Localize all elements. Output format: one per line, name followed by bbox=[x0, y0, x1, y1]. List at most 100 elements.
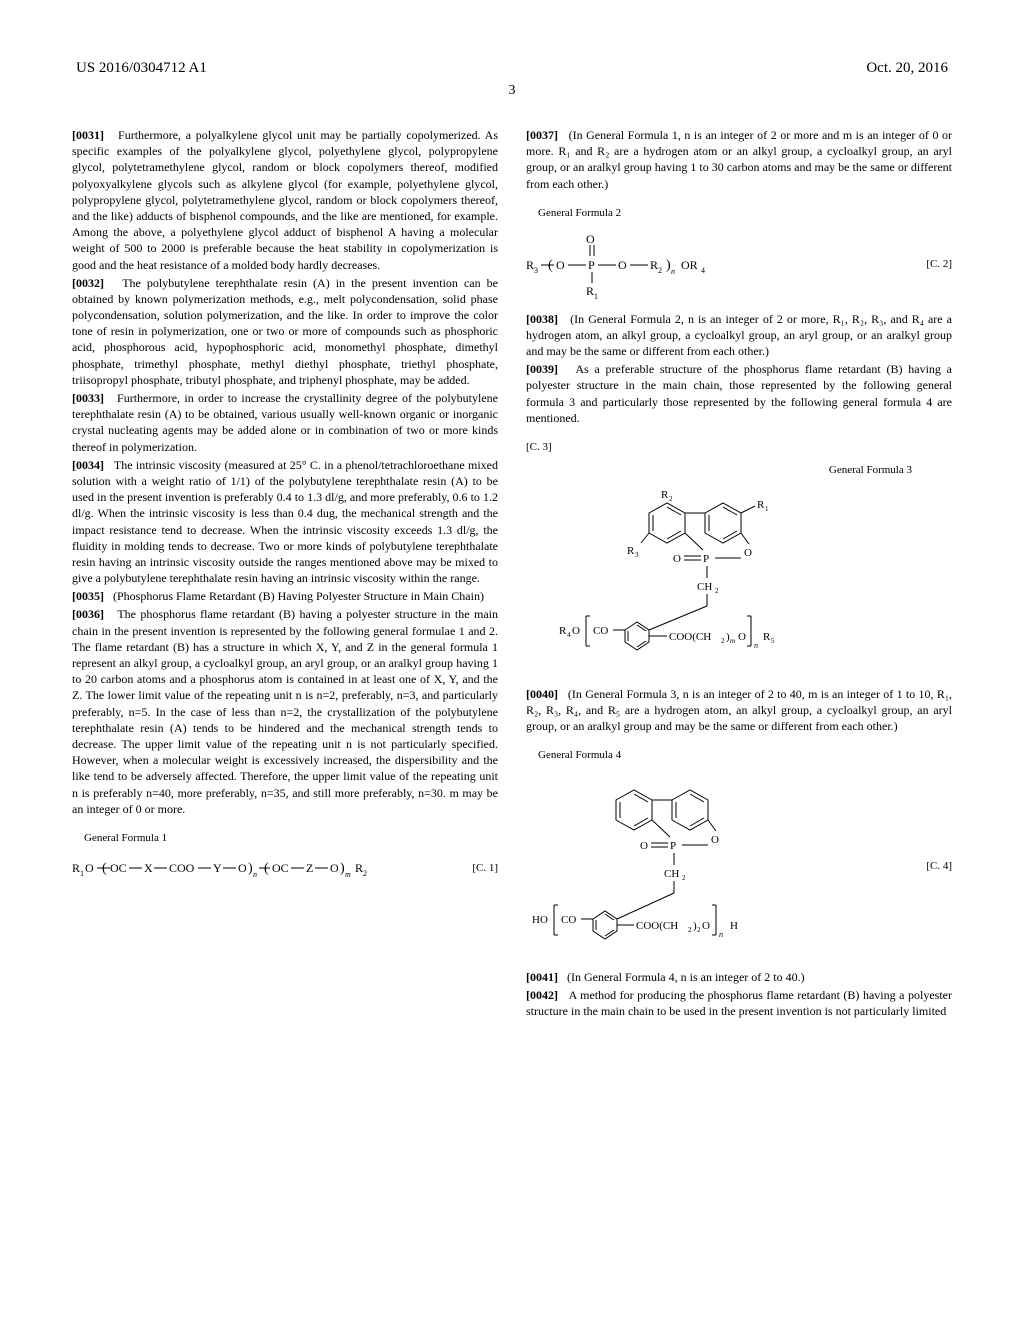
svg-text:R: R bbox=[627, 545, 635, 557]
general-formula-4-svg: O P O CH 2 HO bbox=[526, 771, 826, 961]
svg-text:P: P bbox=[588, 258, 595, 272]
paragraph-0041: [0041] (In General Formula 4, n is an in… bbox=[526, 969, 952, 985]
svg-text:R: R bbox=[661, 489, 669, 501]
general-formula-1-svg: R 1 O ( OC X COO Y O ) n bbox=[72, 854, 392, 884]
formula-1-row: R 1 O ( OC X COO Y O ) n bbox=[72, 854, 498, 884]
para-num: [0039] bbox=[526, 362, 558, 376]
c4-label: [C. 4] bbox=[926, 859, 952, 874]
text-columns: [0031] Furthermore, a polyalkylene glyco… bbox=[72, 127, 952, 1022]
svg-text:O: O bbox=[572, 625, 580, 637]
svg-text:OC: OC bbox=[110, 861, 127, 875]
svg-text:P: P bbox=[703, 553, 709, 565]
publication-date: Oct. 20, 2016 bbox=[866, 60, 948, 77]
general-formula-3-label: General Formula 3 bbox=[526, 463, 912, 478]
svg-text:Z: Z bbox=[306, 861, 313, 875]
paragraph-0033: [0033] Furthermore, in order to increase… bbox=[72, 390, 498, 455]
para-num: [0037] bbox=[526, 128, 558, 142]
para-text: The polybutylene terephthalate resin (A)… bbox=[72, 276, 498, 387]
svg-text:R: R bbox=[72, 861, 80, 875]
svg-text:CO: CO bbox=[561, 914, 576, 926]
paragraph-0039: [0039] As a preferable structure of the … bbox=[526, 361, 952, 426]
para-text: (In General Formula 2, n is an integer o… bbox=[526, 312, 952, 358]
paragraph-0037: [0037] (In General Formula 1, n is an in… bbox=[526, 127, 952, 192]
formula-2-row: R 3 ( O P O R 1 O bbox=[526, 229, 952, 301]
para-num: [0041] bbox=[526, 970, 558, 984]
svg-text:OR: OR bbox=[681, 258, 698, 272]
svg-text:O: O bbox=[238, 861, 247, 875]
left-column: [0031] Furthermore, a polyalkylene glyco… bbox=[72, 127, 498, 1022]
svg-text:n: n bbox=[253, 870, 257, 879]
c1-label: [C. 1] bbox=[472, 861, 498, 876]
svg-text:O: O bbox=[673, 553, 681, 565]
para-num: [0032] bbox=[72, 276, 104, 290]
para-text: (In General Formula 4, n is an integer o… bbox=[567, 970, 805, 984]
para-text: (In General Formula 1, n is an integer o… bbox=[526, 128, 952, 191]
svg-text:O: O bbox=[744, 547, 752, 559]
paragraph-0034: [0034] The intrinsic viscosity (measured… bbox=[72, 457, 498, 587]
svg-text:5: 5 bbox=[771, 637, 775, 645]
svg-text:COO: COO bbox=[169, 861, 195, 875]
para-num: [0040] bbox=[526, 687, 558, 701]
para-num: [0036] bbox=[72, 607, 104, 621]
svg-text:2: 2 bbox=[658, 266, 662, 275]
svg-text:3: 3 bbox=[635, 551, 639, 559]
svg-text:(: ( bbox=[264, 861, 269, 876]
svg-text:4: 4 bbox=[701, 266, 705, 275]
svg-text:O: O bbox=[702, 920, 710, 932]
svg-text:O: O bbox=[738, 631, 746, 643]
publication-number: US 2016/0304712 A1 bbox=[76, 60, 207, 77]
para-text: The phosphorus flame retardant (B) havin… bbox=[72, 607, 498, 815]
svg-text:P: P bbox=[670, 840, 676, 852]
para-num: [0034] bbox=[72, 458, 104, 472]
svg-text:R: R bbox=[559, 625, 567, 637]
svg-text:2: 2 bbox=[363, 869, 367, 878]
svg-text:HO: HO bbox=[532, 914, 548, 926]
svg-text:O: O bbox=[85, 861, 94, 875]
paragraph-0040: [0040] (In General Formula 3, n is an in… bbox=[526, 686, 952, 735]
general-formula-2-svg: R 3 ( O P O R 1 O bbox=[526, 229, 786, 301]
para-text: As a preferable structure of the phospho… bbox=[526, 362, 952, 425]
svg-text:O: O bbox=[330, 861, 339, 875]
svg-text:CH: CH bbox=[697, 581, 712, 593]
svg-text:1: 1 bbox=[594, 292, 598, 301]
svg-text:O: O bbox=[618, 258, 627, 272]
page-header: US 2016/0304712 A1 Oct. 20, 2016 bbox=[72, 60, 952, 77]
svg-text:O: O bbox=[556, 258, 565, 272]
svg-text:n: n bbox=[719, 930, 723, 939]
svg-text:COO(CH: COO(CH bbox=[669, 631, 711, 643]
svg-text:X: X bbox=[144, 861, 153, 875]
para-text: Furthermore, in order to increase the cr… bbox=[72, 391, 498, 454]
para-text: (In General Formula 3, n is an integer o… bbox=[526, 687, 952, 733]
paragraph-0032: [0032] The polybutylene terephthalate re… bbox=[72, 275, 498, 388]
para-text: The intrinsic viscosity (measured at 25°… bbox=[72, 458, 498, 585]
svg-text:R: R bbox=[757, 499, 765, 511]
svg-text:OC: OC bbox=[272, 861, 289, 875]
svg-text:4: 4 bbox=[567, 631, 571, 639]
para-text: (Phosphorus Flame Retardant (B) Having P… bbox=[113, 589, 484, 603]
paragraph-0036: [0036] The phosphorus flame retardant (B… bbox=[72, 606, 498, 816]
c3-label: [C. 3] bbox=[526, 440, 952, 455]
svg-text:1: 1 bbox=[765, 505, 769, 513]
svg-text:2: 2 bbox=[669, 495, 673, 503]
paragraph-0031: [0031] Furthermore, a polyalkylene glyco… bbox=[72, 127, 498, 273]
svg-text:H: H bbox=[730, 920, 738, 932]
svg-text:n: n bbox=[754, 641, 758, 650]
general-formula-2-label: General Formula 2 bbox=[526, 206, 952, 221]
svg-text:R: R bbox=[650, 258, 658, 272]
paragraph-0038: [0038] (In General Formula 2, n is an in… bbox=[526, 311, 952, 360]
paragraph-0035: [0035] (Phosphorus Flame Retardant (B) H… bbox=[72, 588, 498, 604]
svg-text:m: m bbox=[730, 637, 735, 645]
svg-text:O: O bbox=[586, 232, 595, 246]
svg-text:Y: Y bbox=[213, 861, 222, 875]
svg-text:CO: CO bbox=[593, 625, 608, 637]
formula-4-row: O P O CH 2 HO bbox=[526, 771, 952, 961]
svg-text:2: 2 bbox=[682, 874, 686, 882]
svg-text:(: ( bbox=[102, 861, 107, 876]
general-formula-3-svg: R 2 R 3 R 1 bbox=[549, 478, 929, 678]
paragraph-0042: [0042] A method for producing the phosph… bbox=[526, 987, 952, 1019]
para-text: Furthermore, a polyalkylene glycol unit … bbox=[72, 128, 498, 272]
para-num: [0035] bbox=[72, 589, 104, 603]
svg-text:COO(CH: COO(CH bbox=[636, 920, 678, 932]
svg-text:O: O bbox=[711, 834, 719, 846]
svg-text:CH: CH bbox=[664, 868, 679, 880]
